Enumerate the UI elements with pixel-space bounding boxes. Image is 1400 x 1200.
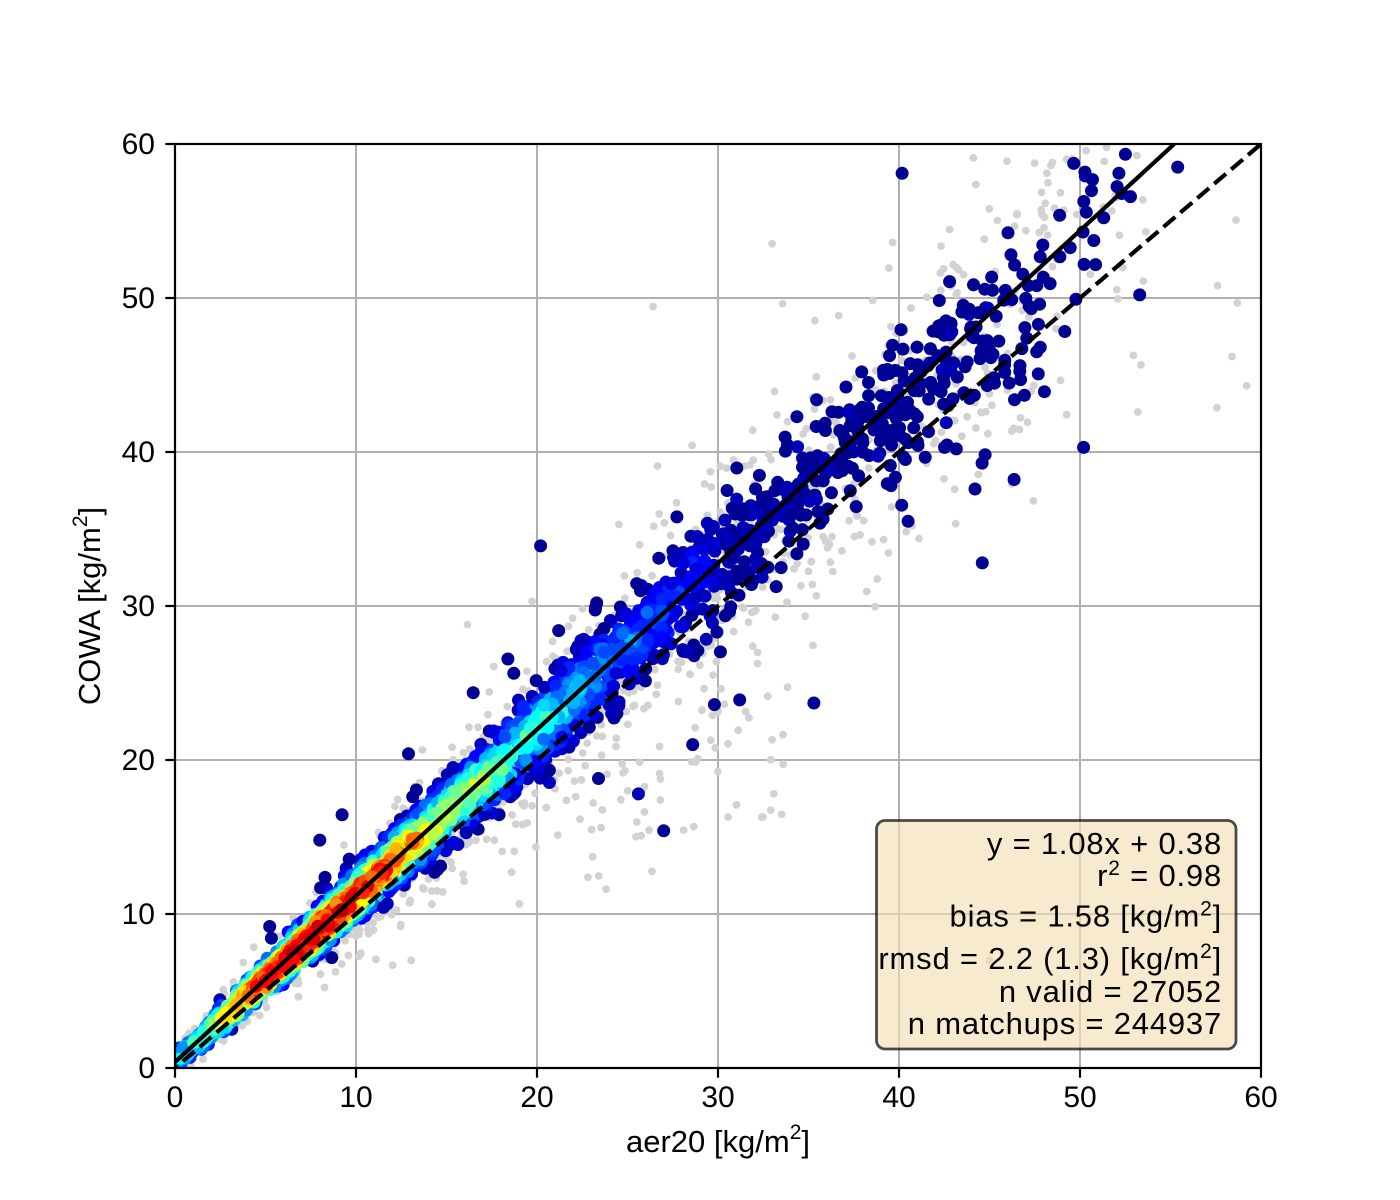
svg-text:60: 60 <box>122 128 155 161</box>
svg-text:n matchups = 244937: n matchups = 244937 <box>908 1006 1222 1041</box>
svg-text:0: 0 <box>167 1081 184 1114</box>
svg-text:20: 20 <box>122 744 155 777</box>
svg-text:50: 50 <box>1063 1081 1096 1114</box>
svg-text:10: 10 <box>122 898 155 931</box>
svg-text:40: 40 <box>882 1081 915 1114</box>
svg-text:30: 30 <box>122 590 155 623</box>
svg-text:60: 60 <box>1244 1081 1277 1114</box>
svg-text:n valid = 27052: n valid = 27052 <box>999 974 1222 1009</box>
svg-text:40: 40 <box>122 436 155 469</box>
svg-text:y = 1.08x + 0.38: y = 1.08x + 0.38 <box>987 826 1222 861</box>
svg-text:20: 20 <box>520 1081 553 1114</box>
svg-text:bias = 1.58 [kg/m2]: bias = 1.58 [kg/m2] <box>950 898 1222 934</box>
svg-text:COWA [kg/m2]: COWA [kg/m2] <box>69 507 107 705</box>
svg-text:0: 0 <box>138 1052 155 1085</box>
svg-text:50: 50 <box>122 282 155 315</box>
svg-text:10: 10 <box>339 1081 372 1114</box>
svg-text:rmsd = 2.2 (1.3) [kg/m2]: rmsd = 2.2 (1.3) [kg/m2] <box>878 940 1222 976</box>
svg-text:aer20 [kg/m2]: aer20 [kg/m2] <box>626 1121 810 1159</box>
svg-text:30: 30 <box>701 1081 734 1114</box>
